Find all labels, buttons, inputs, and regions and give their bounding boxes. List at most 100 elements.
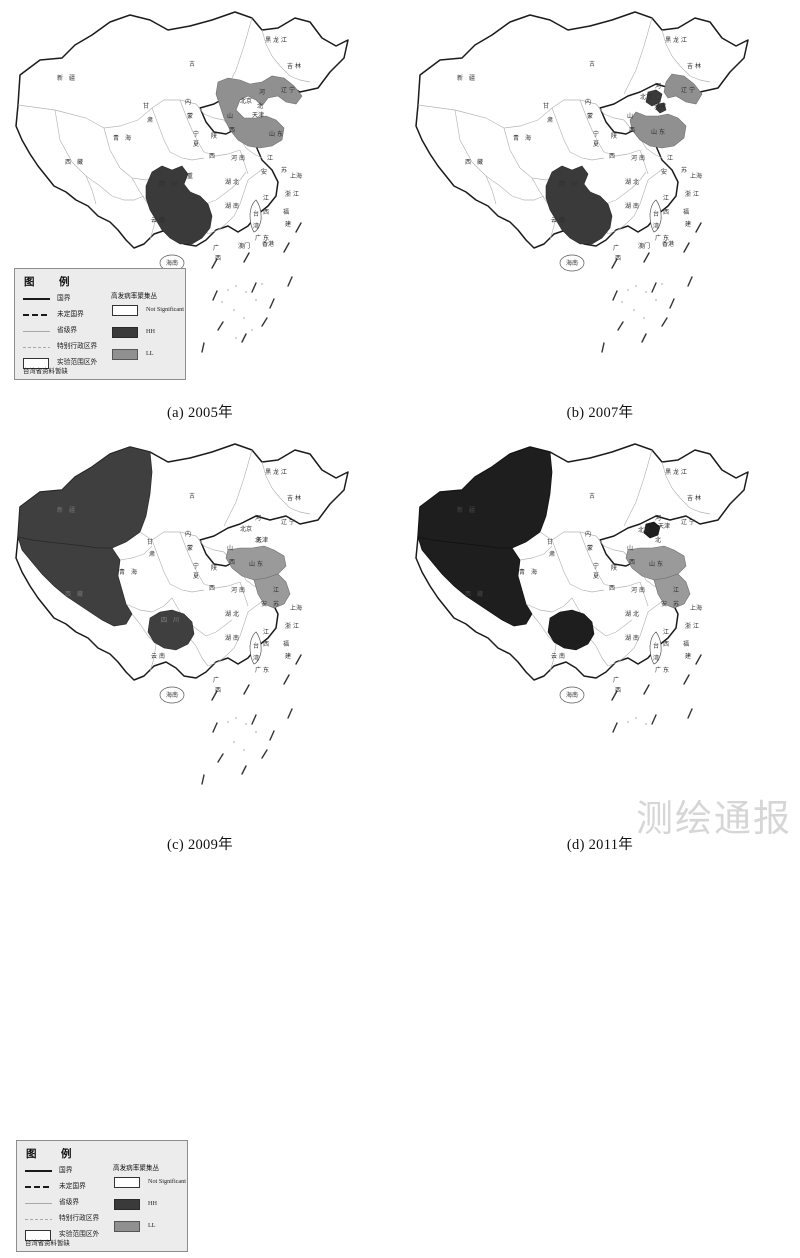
svg-text:湾: 湾 (253, 222, 259, 230)
south-china-sea-line (611, 654, 702, 733)
province-line-icon (22, 325, 52, 337)
svg-text:安: 安 (661, 600, 667, 608)
svg-text:安: 安 (261, 168, 267, 176)
svg-text:陕: 陕 (211, 564, 217, 572)
svg-text:新 疆: 新 疆 (57, 74, 75, 82)
svg-text:山: 山 (227, 112, 233, 120)
svg-text:天津: 天津 (658, 523, 670, 530)
caption-b: (b) 2007年 (566, 405, 634, 421)
svg-text:台: 台 (653, 210, 659, 218)
svg-text:内: 内 (585, 98, 591, 106)
svg-text:湖 南: 湖 南 (225, 202, 239, 210)
sea-islets (227, 717, 257, 751)
svg-text:湖 南: 湖 南 (625, 634, 639, 642)
map-b: 新 疆 西 藏 青 海 甘肃 内蒙 古 黑 龙 江 吉 林 辽 宁 河北 北京 天津… (400, 0, 800, 400)
swatch-hh-icon (111, 326, 141, 338)
svg-text:山 东: 山 东 (649, 560, 663, 568)
svg-text:宁: 宁 (193, 130, 199, 138)
panel-d-2011: 新 疆 西 藏 青 海 甘肃 内蒙 古 黑 龙 江 吉 林 辽 宁 河北 北京 天津… (400, 432, 800, 864)
svg-text:夏: 夏 (193, 573, 199, 580)
south-china-sea-line (201, 222, 302, 353)
svg-text:辽 宁: 辽 宁 (681, 86, 695, 94)
svg-text:青 海: 青 海 (119, 568, 137, 576)
svg-text:西: 西 (609, 585, 615, 592)
svg-text:宁: 宁 (593, 130, 599, 138)
svg-text:云 南: 云 南 (151, 652, 165, 660)
svg-text:福: 福 (683, 640, 689, 648)
svg-text:黑 龙 江: 黑 龙 江 (665, 468, 687, 476)
svg-text:西 藏: 西 藏 (65, 590, 83, 598)
taiwan-island (649, 631, 662, 665)
svg-text:湖 北: 湖 北 (225, 610, 239, 618)
svg-text:吉 林: 吉 林 (687, 62, 701, 70)
svg-text:湾: 湾 (653, 222, 659, 230)
svg-text:澳门: 澳门 (238, 242, 250, 250)
figure-four-panel-china-lisa-maps: 新 疆 西 藏 青 海 甘肃 内蒙古 黑 龙 江 吉 林 辽 宁 河北 北京 天津… (14, 0, 800, 1252)
svg-text:广 东: 广 东 (655, 234, 669, 242)
svg-text:蒙: 蒙 (187, 112, 193, 120)
dashed-line-icon (24, 1181, 54, 1193)
svg-text:蒙: 蒙 (187, 544, 193, 552)
svg-text:四 川: 四 川 (161, 617, 179, 624)
svg-text:宁: 宁 (593, 562, 599, 570)
svg-text:山: 山 (627, 544, 633, 552)
svg-text:西: 西 (663, 209, 669, 216)
svg-text:陕: 陕 (611, 564, 617, 572)
svg-text:西 藏: 西 藏 (465, 590, 483, 598)
svg-text:河: 河 (259, 88, 265, 96)
svg-text:云 南: 云 南 (551, 216, 565, 224)
legend-item-not-significant: Not Significant (111, 302, 185, 317)
svg-text:建: 建 (685, 220, 691, 228)
cluster-ll-liaoning (663, 73, 703, 105)
legend-item-hh: HH (111, 324, 185, 339)
taiwan-island (649, 199, 662, 233)
province-line-icon (24, 1197, 54, 1209)
svg-text:天津: 天津 (654, 103, 666, 110)
svg-text:山: 山 (227, 544, 233, 552)
panel-b-2007: 新 疆 西 藏 青 海 甘肃 内蒙 古 黑 龙 江 吉 林 辽 宁 河北 北京 天津… (400, 0, 800, 432)
svg-text:河 南: 河 南 (631, 154, 645, 162)
svg-text:广: 广 (613, 676, 619, 684)
legend-item-ll: LL (111, 346, 185, 361)
south-china-sea-line (601, 222, 702, 353)
legend-c: 图 例 国界 未定国界 省级界 特别行政区界 (16, 1140, 188, 1252)
svg-text:海南: 海南 (566, 259, 578, 267)
svg-text:甘: 甘 (543, 102, 549, 110)
svg-text:甘: 甘 (143, 102, 149, 110)
solid-line-icon (24, 1165, 54, 1177)
hainan-island (559, 254, 585, 272)
legend-title: 图 例 (26, 1148, 79, 1160)
svg-text:广: 广 (213, 676, 219, 684)
svg-text:河: 河 (655, 82, 661, 90)
svg-text:浙 江: 浙 江 (285, 622, 299, 630)
swatch-not-significant-icon (113, 1176, 143, 1188)
svg-text:江: 江 (667, 155, 673, 162)
svg-text:古: 古 (589, 492, 595, 500)
svg-text:肃: 肃 (149, 550, 155, 558)
caption-c: (c) 2009年 (167, 837, 233, 853)
svg-text:西: 西 (209, 153, 215, 160)
swatch-ll-icon (113, 1220, 143, 1232)
legend-item-sar-boundary: 特别行政区界 (24, 1211, 110, 1226)
swatch-ll-icon (111, 348, 141, 360)
legend-cluster-items: 高发病率聚集丛 Not Significant HH LL (111, 290, 185, 362)
legend-cluster-title: 高发病率聚集丛 (111, 292, 158, 300)
svg-text:北: 北 (655, 104, 661, 112)
legend-item-outside-range: 实验范围区外 (22, 355, 108, 370)
sea-islets (221, 283, 263, 339)
svg-text:吉 林: 吉 林 (687, 494, 701, 502)
svg-text:重: 重 (187, 172, 193, 180)
cluster-hh-tianjin-spot (655, 102, 667, 114)
province-labels: 新 疆 西 藏 青 海 甘肃 内蒙 古 黑 龙 江 吉 林 辽 宁 河北 北京天津… (57, 468, 302, 699)
legend-item-sar-boundary: 特别行政区界 (22, 339, 108, 354)
svg-text:浙 江: 浙 江 (285, 190, 299, 198)
solid-line-icon (22, 293, 52, 305)
svg-text:上海: 上海 (690, 172, 702, 180)
svg-text:湖 北: 湖 北 (625, 610, 639, 618)
svg-text:青 海: 青 海 (513, 134, 531, 142)
svg-text:夏: 夏 (593, 141, 599, 148)
svg-text:江: 江 (663, 629, 669, 636)
svg-text:甘: 甘 (547, 538, 553, 546)
cluster-hh-guizhou-guangxi (545, 165, 613, 245)
svg-text:辽 宁: 辽 宁 (681, 518, 695, 526)
